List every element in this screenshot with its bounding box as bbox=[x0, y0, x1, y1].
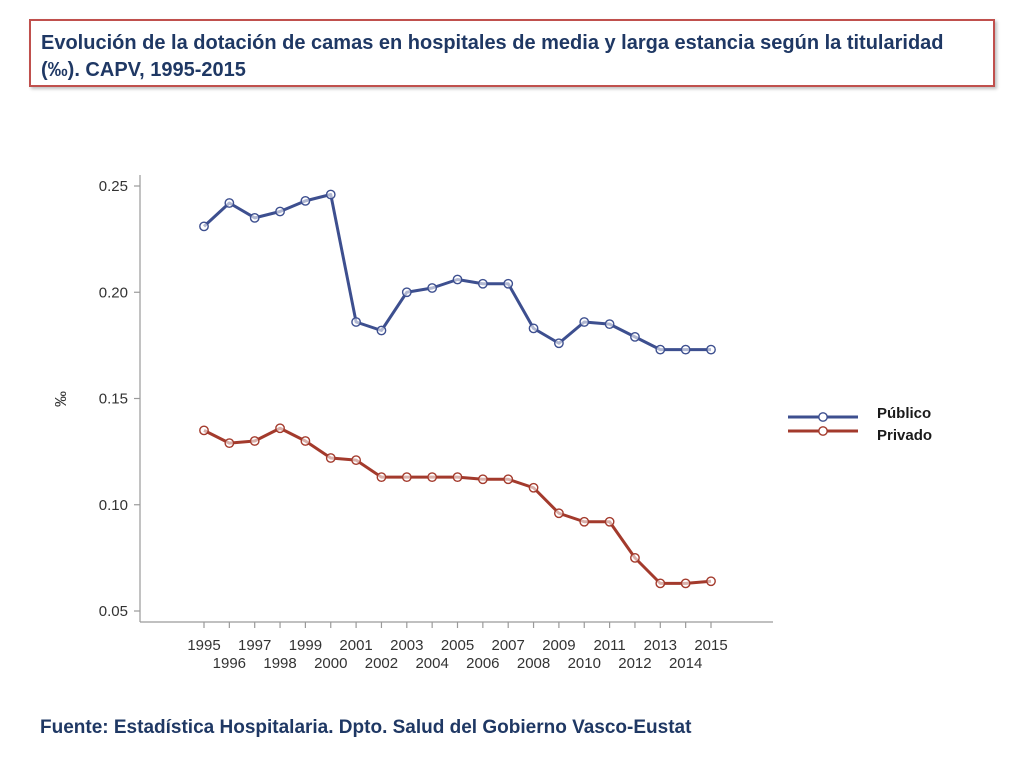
data-point-privado bbox=[528, 482, 539, 493]
data-point-publico bbox=[528, 323, 539, 334]
x-tick-label: 2008 bbox=[517, 655, 550, 672]
data-point-publico bbox=[376, 325, 387, 336]
chart-legend: Público Privado bbox=[788, 405, 932, 444]
data-point-privado bbox=[554, 508, 564, 519]
legend-marker-privado bbox=[818, 426, 828, 436]
data-point-privado bbox=[325, 453, 336, 463]
legend-label-privado: Privado bbox=[877, 427, 932, 444]
data-point-publico bbox=[630, 331, 640, 342]
data-point-publico bbox=[427, 283, 438, 293]
chart-series bbox=[199, 189, 716, 589]
y-tick-label: 0.25 bbox=[99, 178, 128, 195]
data-point-privado bbox=[249, 436, 260, 446]
data-point-privado bbox=[452, 472, 463, 483]
x-tick-label: 2011 bbox=[593, 637, 625, 654]
x-tick-label: 1998 bbox=[263, 655, 296, 672]
x-tick-label: 2013 bbox=[644, 637, 677, 654]
x-tick-label: 2002 bbox=[365, 655, 398, 672]
data-point-publico bbox=[224, 198, 235, 208]
data-point-privado bbox=[351, 455, 361, 466]
data-point-publico bbox=[275, 206, 285, 217]
x-tick-label: 2007 bbox=[492, 637, 525, 654]
data-point-privado bbox=[427, 472, 438, 483]
x-tick-label: 2012 bbox=[618, 655, 651, 672]
data-point-privado bbox=[401, 472, 412, 483]
y-axis-label: ‰ bbox=[53, 391, 70, 407]
x-tick-label: 2003 bbox=[390, 637, 423, 654]
y-tick-label: 0.15 bbox=[99, 391, 128, 408]
data-point-privado bbox=[477, 474, 488, 485]
data-point-privado bbox=[604, 516, 615, 527]
y-tick-label: 0.05 bbox=[99, 603, 128, 620]
data-point-publico bbox=[655, 344, 666, 355]
data-point-privado bbox=[275, 423, 285, 434]
x-tick-label: 2005 bbox=[441, 637, 474, 654]
series-line-publico bbox=[202, 193, 711, 352]
x-tick-label: 2004 bbox=[415, 655, 448, 672]
x-tick-label: 1995 bbox=[187, 637, 220, 654]
data-point-publico bbox=[477, 278, 488, 289]
chart-axes: 0.25 0.20 0.15 0.10 0.05 ‰ 1995199619971998199… bbox=[53, 175, 773, 672]
data-point-publico bbox=[452, 274, 463, 285]
x-tick-label: 2015 bbox=[694, 637, 727, 654]
data-point-publico bbox=[325, 189, 336, 200]
data-point-privado bbox=[300, 436, 311, 446]
y-tick-label: 0.20 bbox=[99, 284, 128, 301]
source-note: Fuente: Estadística Hospitalaria. Dpto. … bbox=[40, 717, 692, 738]
data-point-publico bbox=[706, 344, 716, 355]
data-point-privado bbox=[630, 552, 640, 563]
data-point-publico bbox=[401, 287, 412, 298]
data-point-privado bbox=[503, 474, 514, 485]
data-point-publico bbox=[554, 338, 564, 349]
data-point-publico bbox=[503, 278, 514, 289]
data-point-publico bbox=[680, 344, 691, 355]
x-tick-label: 1999 bbox=[289, 637, 322, 654]
data-point-publico bbox=[249, 212, 260, 223]
y-tick-label: 0.10 bbox=[99, 497, 128, 514]
x-tick-label: 1997 bbox=[238, 637, 271, 654]
data-point-privado bbox=[376, 472, 387, 483]
chart-title-box: Evolución de la dotación de camas en hos… bbox=[29, 19, 995, 87]
data-point-privado bbox=[706, 576, 716, 587]
data-point-privado bbox=[579, 516, 590, 527]
x-tick-label: 2009 bbox=[542, 637, 575, 654]
x-tick-label: 2006 bbox=[466, 655, 499, 672]
legend-label-publico: Público bbox=[877, 405, 931, 422]
x-tick-label: 2000 bbox=[314, 655, 347, 672]
data-point-privado bbox=[680, 578, 691, 589]
data-point-publico bbox=[199, 221, 209, 232]
legend-marker-publico bbox=[818, 412, 828, 422]
x-tick-label: 1996 bbox=[213, 655, 246, 672]
x-tick-label: 2014 bbox=[669, 655, 702, 672]
x-tick-label: 2010 bbox=[568, 655, 601, 672]
data-point-privado bbox=[199, 425, 209, 436]
data-point-privado bbox=[655, 578, 666, 589]
chart-title: Evolución de la dotación de camas en hos… bbox=[41, 32, 944, 81]
data-point-publico bbox=[351, 317, 361, 327]
data-point-publico bbox=[604, 319, 615, 330]
x-tick-label: 2001 bbox=[339, 637, 372, 654]
data-point-publico bbox=[300, 195, 311, 206]
data-point-privado bbox=[224, 438, 235, 449]
data-point-publico bbox=[579, 317, 590, 327]
